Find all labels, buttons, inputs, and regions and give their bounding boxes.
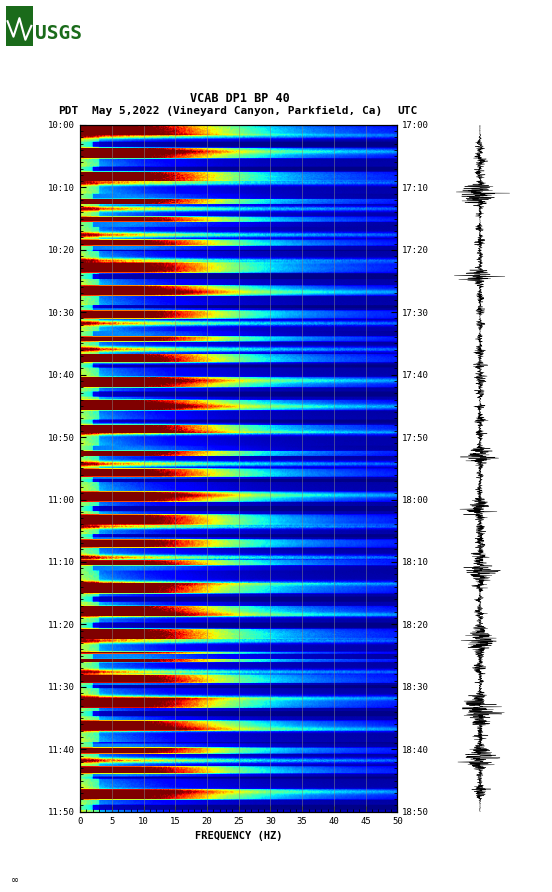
Bar <box>6 5 33 46</box>
Text: VCAB DP1 BP 40: VCAB DP1 BP 40 <box>190 92 290 105</box>
Text: ∞: ∞ <box>11 875 19 885</box>
Text: May 5,2022 (Vineyard Canyon, Parkfield, Ca): May 5,2022 (Vineyard Canyon, Parkfield, … <box>92 106 383 116</box>
Text: USGS: USGS <box>35 24 82 43</box>
Text: UTC: UTC <box>397 106 418 116</box>
Text: PDT: PDT <box>58 106 78 116</box>
X-axis label: FREQUENCY (HZ): FREQUENCY (HZ) <box>195 831 283 841</box>
